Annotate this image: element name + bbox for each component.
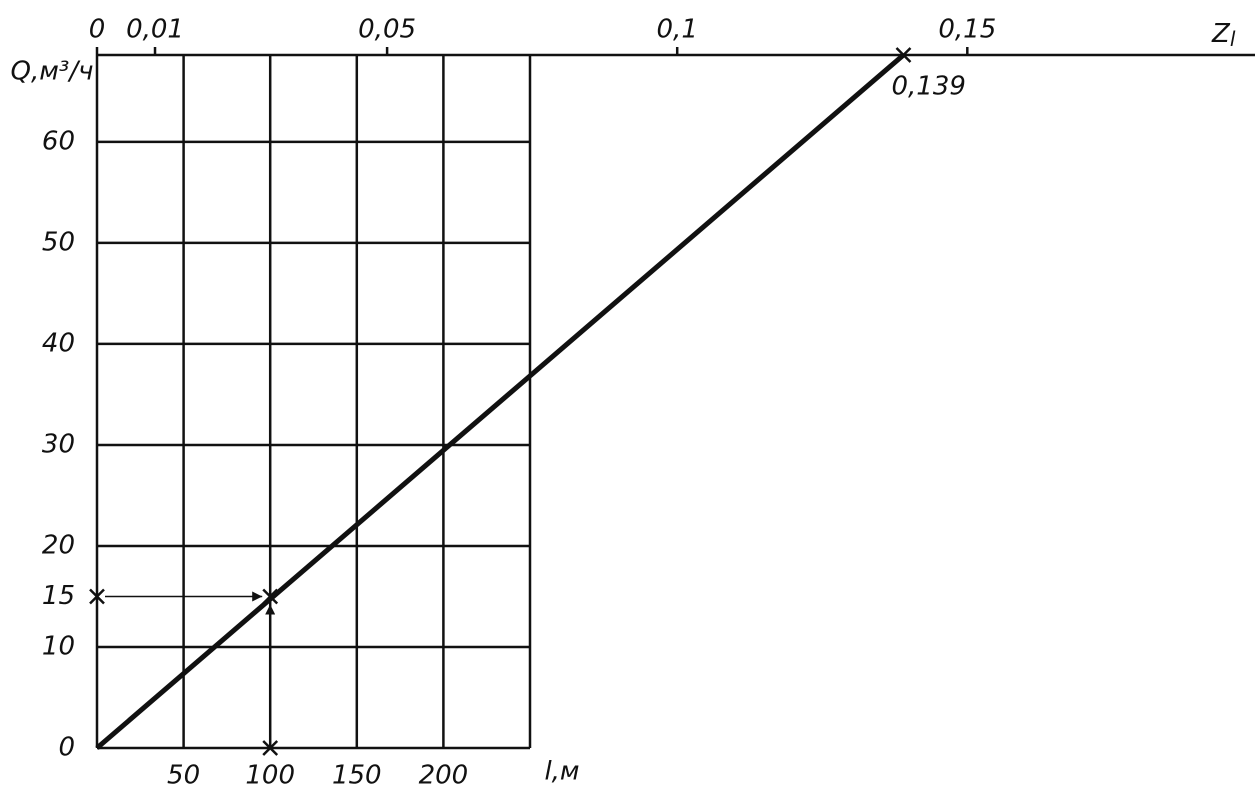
y-tick-label: 50: [42, 227, 75, 257]
x-tick-label: 50: [167, 761, 200, 791]
z-label-main: Z: [1211, 19, 1231, 49]
x-tick-label: 100: [245, 761, 295, 791]
z-tick-label: 0,1: [657, 15, 698, 45]
z-tick-label: 0,01: [126, 15, 184, 45]
y-tick-label: 0: [58, 733, 75, 763]
y-axis-label: Q,м³/ч: [11, 57, 94, 87]
ql-point: [262, 588, 279, 605]
y-tick-label: 40: [42, 328, 75, 358]
q-label: 15: [42, 581, 75, 611]
z-tick-label: 0,05: [358, 15, 416, 45]
y-tick-label: 10: [42, 631, 75, 661]
x-tick-label: 150: [332, 761, 382, 791]
z-value-label: 0,139: [891, 72, 965, 102]
z-tick-label: 0,15: [938, 15, 996, 45]
q-point: [89, 588, 105, 605]
result-line: [95, 53, 906, 750]
y-tick-label: 20: [42, 530, 75, 560]
y-tick-label: 60: [42, 126, 75, 156]
x-tick-label: 200: [419, 761, 469, 791]
z-tick-label: 0: [89, 15, 106, 45]
x-axis-label: l,м: [544, 757, 579, 787]
z-axis-label: Zl: [1211, 19, 1236, 51]
l-point: [262, 740, 279, 756]
y-tick-label: 30: [42, 429, 75, 459]
z-point: [895, 47, 912, 63]
z-label-sub: l: [1230, 27, 1236, 51]
